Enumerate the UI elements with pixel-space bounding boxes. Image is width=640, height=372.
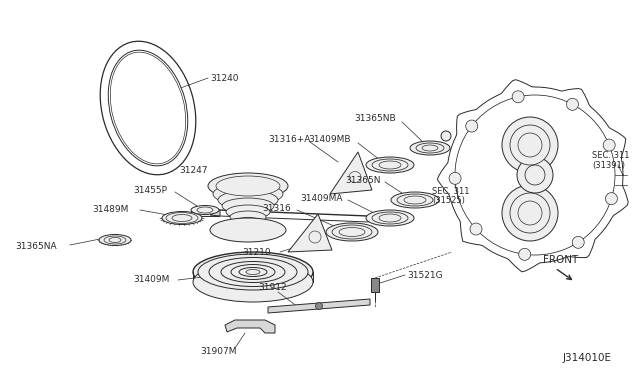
Ellipse shape	[366, 210, 414, 226]
Text: 31210: 31210	[242, 247, 271, 257]
Ellipse shape	[518, 133, 542, 157]
Ellipse shape	[210, 218, 286, 242]
Text: SEC. 311: SEC. 311	[432, 186, 470, 196]
Text: 31489M: 31489M	[92, 205, 129, 214]
Ellipse shape	[502, 117, 558, 173]
Ellipse shape	[222, 198, 274, 214]
Ellipse shape	[422, 145, 438, 151]
Ellipse shape	[512, 91, 524, 103]
Text: 31409MA: 31409MA	[300, 193, 342, 202]
Ellipse shape	[502, 185, 558, 241]
Ellipse shape	[99, 234, 131, 246]
Ellipse shape	[603, 139, 615, 151]
Ellipse shape	[162, 212, 202, 224]
Ellipse shape	[238, 222, 258, 230]
Ellipse shape	[108, 50, 188, 166]
Ellipse shape	[239, 267, 267, 276]
Ellipse shape	[518, 248, 531, 260]
Ellipse shape	[109, 237, 121, 243]
Ellipse shape	[525, 165, 545, 185]
Ellipse shape	[510, 125, 550, 165]
Ellipse shape	[397, 194, 433, 206]
Ellipse shape	[216, 176, 280, 196]
Text: SEC. 311: SEC. 311	[592, 151, 630, 160]
Ellipse shape	[234, 218, 262, 227]
Text: 31247: 31247	[179, 166, 208, 174]
Ellipse shape	[510, 193, 550, 233]
Ellipse shape	[316, 302, 323, 310]
Ellipse shape	[605, 193, 618, 205]
Text: 31521G: 31521G	[407, 270, 443, 279]
Ellipse shape	[246, 269, 260, 275]
Text: 31365NA: 31365NA	[15, 241, 56, 250]
Ellipse shape	[231, 264, 275, 279]
Ellipse shape	[198, 254, 308, 290]
Ellipse shape	[572, 236, 584, 248]
Text: 31365NB: 31365NB	[354, 113, 396, 122]
Ellipse shape	[470, 223, 482, 235]
Ellipse shape	[197, 207, 213, 213]
Text: 31409M: 31409M	[133, 276, 170, 285]
Ellipse shape	[218, 190, 278, 209]
Text: 31455P: 31455P	[133, 186, 167, 195]
Ellipse shape	[404, 196, 426, 204]
Ellipse shape	[379, 214, 401, 222]
Ellipse shape	[466, 120, 477, 132]
Ellipse shape	[339, 228, 365, 237]
Polygon shape	[288, 214, 332, 252]
Text: 31316: 31316	[262, 203, 291, 212]
Ellipse shape	[416, 143, 444, 153]
Ellipse shape	[449, 172, 461, 185]
Ellipse shape	[517, 157, 553, 193]
Ellipse shape	[191, 205, 219, 215]
Ellipse shape	[441, 131, 451, 141]
Ellipse shape	[226, 205, 270, 219]
Ellipse shape	[104, 236, 126, 244]
Ellipse shape	[326, 223, 378, 241]
Text: 31907M: 31907M	[200, 347, 237, 356]
Text: 31912: 31912	[258, 283, 287, 292]
Ellipse shape	[193, 262, 313, 302]
Ellipse shape	[372, 212, 408, 224]
Bar	[371, 278, 379, 292]
Ellipse shape	[209, 257, 297, 286]
Ellipse shape	[166, 212, 198, 224]
Polygon shape	[210, 210, 220, 216]
Text: (31391): (31391)	[592, 160, 625, 170]
Ellipse shape	[379, 161, 401, 169]
Text: 31240: 31240	[210, 74, 239, 83]
Text: J314010E: J314010E	[563, 353, 612, 363]
Ellipse shape	[391, 192, 439, 208]
Text: 31316+A: 31316+A	[268, 135, 310, 144]
Ellipse shape	[208, 173, 288, 199]
Ellipse shape	[566, 98, 579, 110]
Ellipse shape	[172, 215, 192, 221]
Ellipse shape	[518, 201, 542, 225]
Ellipse shape	[221, 262, 285, 282]
Ellipse shape	[366, 157, 414, 173]
Text: 31409MB: 31409MB	[308, 135, 351, 144]
Ellipse shape	[213, 183, 283, 205]
Ellipse shape	[193, 252, 313, 292]
Text: (31525): (31525)	[432, 196, 465, 205]
Ellipse shape	[230, 211, 266, 223]
Polygon shape	[191, 210, 219, 216]
Polygon shape	[330, 152, 372, 194]
Polygon shape	[225, 320, 275, 333]
Polygon shape	[268, 299, 370, 313]
Ellipse shape	[372, 159, 408, 171]
Text: 31365N: 31365N	[345, 176, 381, 185]
Ellipse shape	[332, 225, 372, 239]
Ellipse shape	[410, 141, 450, 155]
Text: FRONT: FRONT	[543, 255, 579, 265]
